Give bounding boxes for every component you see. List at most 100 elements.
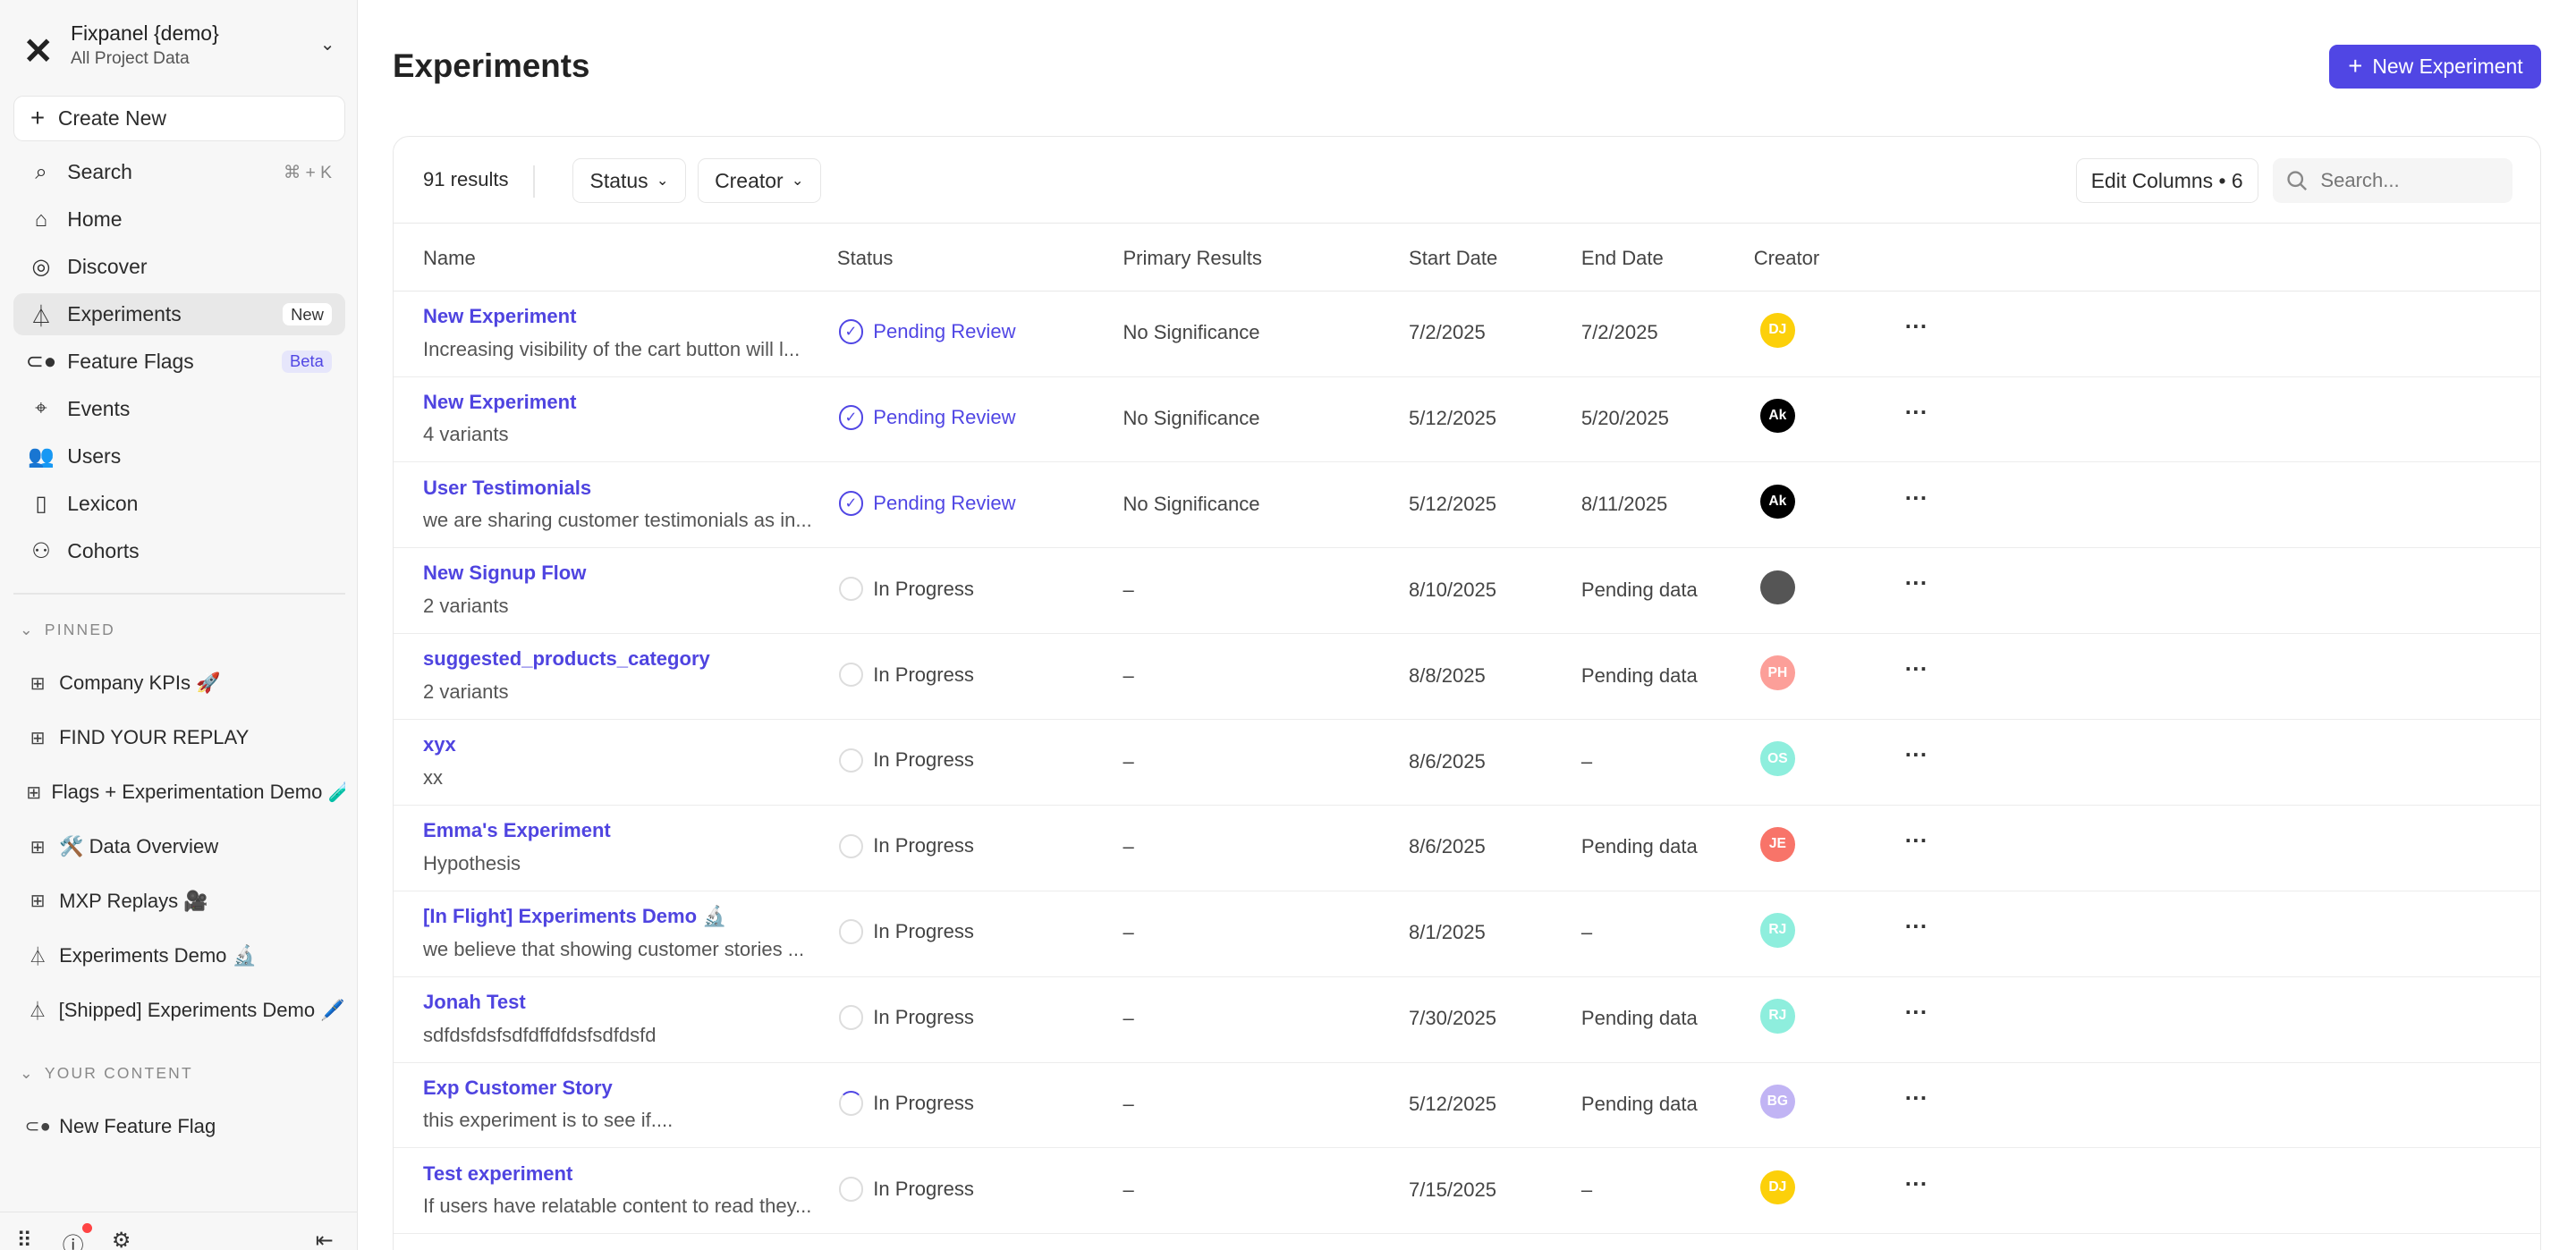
sidebar-item-cohorts[interactable]: ⚇ Cohorts xyxy=(13,529,345,572)
experiment-name-link[interactable]: Test experiment xyxy=(423,1161,573,1185)
status-label: Pending Review xyxy=(873,491,1016,514)
column-header-name[interactable]: Name xyxy=(423,246,476,269)
help-icon[interactable]: ⓘ xyxy=(63,1222,92,1250)
sidebar-item-label: Cohorts xyxy=(67,538,140,562)
create-new-label: Create New xyxy=(57,106,166,130)
your-content-section-toggle[interactable]: ⌄ YOUR CONTENT xyxy=(20,1064,193,1083)
creator-avatar: BG xyxy=(1760,1084,1795,1119)
table-row[interactable]: xyx xx In Progress – 8/6/2025 – OS ··· xyxy=(393,720,2541,806)
more-actions-icon[interactable]: ··· xyxy=(1904,743,1928,769)
pinned-item[interactable]: ⊞ MXP Replays 🎥 xyxy=(13,880,345,923)
column-header-status[interactable]: Status xyxy=(836,246,894,269)
project-switcher[interactable]: ✕ Fixpanel {demo} All Project Data ⌄ xyxy=(23,20,345,75)
pinned-section-toggle[interactable]: ⌄ PINNED xyxy=(20,621,115,639)
flask-icon: ⏃ xyxy=(30,305,52,330)
experiment-name-link[interactable]: Jonah Test xyxy=(423,990,526,1013)
apps-grid-icon[interactable]: ⠿ xyxy=(16,1229,32,1250)
sidebar-item-experiments[interactable]: ⏃ Experiments New xyxy=(13,292,345,336)
experiment-name-link[interactable]: New Signup Flow xyxy=(423,562,587,585)
primary-results: – xyxy=(1123,835,1134,858)
more-actions-icon[interactable]: ··· xyxy=(1904,571,1928,597)
more-actions-icon[interactable]: ··· xyxy=(1904,1085,1928,1111)
pinned-item[interactable]: ⊞ FIND YOUR REPLAY xyxy=(13,716,345,759)
experiment-description: sdfdsfdsfsdfdffdfdsfsdfdsfd xyxy=(423,1023,657,1046)
gear-icon[interactable]: ⚙ xyxy=(111,1229,131,1250)
plus-icon: + xyxy=(2348,52,2363,80)
table-row[interactable]: [In Flight] Experiments Demo 🔬 we believ… xyxy=(393,891,2541,977)
sidebar-item-feature-flags[interactable]: ⊂● Feature Flags Beta xyxy=(13,341,345,384)
end-date: Pending data xyxy=(1580,1093,1698,1116)
experiment-name-link[interactable]: New Experiment xyxy=(423,390,577,413)
sidebar-item-home[interactable]: ⌂ Home xyxy=(13,198,345,241)
experiment-description: this experiment is to see if.... xyxy=(423,1109,674,1132)
experiment-name-link[interactable]: [In Flight] Experiments Demo 🔬 xyxy=(423,904,727,927)
start-date: 8/8/2025 xyxy=(1409,663,1486,687)
new-experiment-button[interactable]: + New Experiment xyxy=(2329,44,2542,89)
pinned-item-label: [Shipped] Experiments Demo 🖊️ xyxy=(58,998,345,1021)
pinned-item[interactable]: ⏃ [Shipped] Experiments Demo 🖊️ xyxy=(13,989,345,1032)
column-header-end-date[interactable]: End Date xyxy=(1580,246,1664,269)
column-header-creator[interactable]: Creator xyxy=(1753,246,1820,269)
create-new-button[interactable]: + Create New xyxy=(13,95,345,141)
experiment-name-link[interactable]: Emma's Experiment xyxy=(423,819,611,842)
more-actions-icon[interactable]: ··· xyxy=(1904,829,1928,855)
sidebar-item-lexicon[interactable]: ▯ Lexicon xyxy=(13,482,345,525)
sidebar-item-search[interactable]: ⌕ Search ⌘ + K xyxy=(13,151,345,194)
search-input[interactable] xyxy=(2320,169,2502,193)
experiment-name-link[interactable]: New Experiment xyxy=(423,304,577,327)
collapse-sidebar-icon[interactable]: ⇤ xyxy=(315,1229,334,1250)
sidebar-item-discover[interactable]: ◎ Discover xyxy=(13,246,345,289)
edit-columns-button[interactable]: Edit Columns • 6 xyxy=(2075,158,2258,203)
column-header-primary-results[interactable]: Primary Results xyxy=(1123,246,1262,269)
chevron-down-icon: ⌄ xyxy=(20,621,35,639)
table-row[interactable]: Test experiment If users have relatable … xyxy=(393,1149,2541,1235)
more-actions-icon[interactable]: ··· xyxy=(1904,1000,1928,1026)
sidebar-item-users[interactable]: 👥 Users xyxy=(13,435,345,477)
your-content-item[interactable]: ⊂● New Feature Flag xyxy=(13,1105,345,1148)
toggle-icon: ⊂● xyxy=(25,349,57,374)
progress-circle-icon xyxy=(838,576,864,602)
experiment-name-link[interactable]: Exp Customer Story xyxy=(423,1076,613,1099)
primary-results: No Significance xyxy=(1123,321,1260,344)
more-actions-icon[interactable]: ··· xyxy=(1904,657,1928,683)
more-actions-icon[interactable]: ··· xyxy=(1904,400,1928,426)
table-row[interactable]: User Testimonials we are sharing custome… xyxy=(393,463,2541,549)
experiment-description: If users have relatable content to read … xyxy=(423,1195,812,1218)
pinned-item-label: MXP Replays 🎥 xyxy=(59,889,208,912)
creator-filter[interactable]: Creator ⌄ xyxy=(697,158,821,203)
more-actions-icon[interactable]: ··· xyxy=(1904,486,1928,511)
pinned-item[interactable]: ⊞ Company KPIs 🚀 xyxy=(13,662,345,705)
experiment-description: 2 variants xyxy=(423,680,509,703)
experiment-name-link[interactable]: User Testimonials xyxy=(423,476,592,499)
plus-icon: + xyxy=(30,104,46,132)
table-row[interactable]: Emma's Experiment Hypothesis In Progress… xyxy=(393,806,2541,891)
sidebar-item-events[interactable]: ⌖ Events xyxy=(13,387,345,430)
status-badge: ✓ Pending Review xyxy=(838,319,1015,344)
end-date: – xyxy=(1580,749,1593,773)
table-row[interactable]: New Experiment 4 variants ✓ Pending Revie… xyxy=(393,377,2541,463)
experiment-name-link[interactable]: xyx xyxy=(423,733,456,756)
pinned-item[interactable]: ⏃ Experiments Demo 🔬 xyxy=(13,934,345,977)
table-row[interactable]: New Signup Flow 2 variants In Progress –… xyxy=(393,549,2541,635)
cursor-click-icon: ⌖ xyxy=(35,396,47,421)
chevron-down-icon: ⌄ xyxy=(319,34,335,55)
sidebar-item-label: Feature Flags xyxy=(67,349,194,373)
chevron-down-icon: ⌄ xyxy=(20,1064,35,1083)
status-badge: In Progress xyxy=(838,747,974,773)
more-actions-icon[interactable]: ··· xyxy=(1904,1171,1928,1197)
status-filter[interactable]: Status ⌄ xyxy=(572,158,686,203)
table-row[interactable]: New Experiment Increasing visibility of … xyxy=(393,291,2541,377)
column-header-start-date[interactable]: Start Date xyxy=(1409,246,1498,269)
table-row[interactable]: Exp Customer Story this experiment is to… xyxy=(393,1063,2541,1149)
pinned-item[interactable]: ⊞ Flags + Experimentation Demo 🧪 xyxy=(13,771,344,814)
pinned-item[interactable]: ⊞ 🛠️ Data Overview xyxy=(13,825,345,868)
experiment-name-link[interactable]: suggested_products_category xyxy=(423,647,710,671)
more-actions-icon[interactable]: ··· xyxy=(1904,314,1928,340)
start-date: 7/2/2025 xyxy=(1409,321,1486,344)
sidebar-divider xyxy=(13,593,345,595)
table-row[interactable]: Jonah Test sdfdsfdsfsdfdffdfdsfsdfdsfd I… xyxy=(393,977,2541,1063)
table-row[interactable]: suggested_products_category 2 variants I… xyxy=(393,635,2541,721)
more-actions-icon[interactable]: ··· xyxy=(1904,914,1928,940)
end-date: Pending data xyxy=(1580,1007,1698,1030)
search-box[interactable] xyxy=(2273,158,2513,203)
